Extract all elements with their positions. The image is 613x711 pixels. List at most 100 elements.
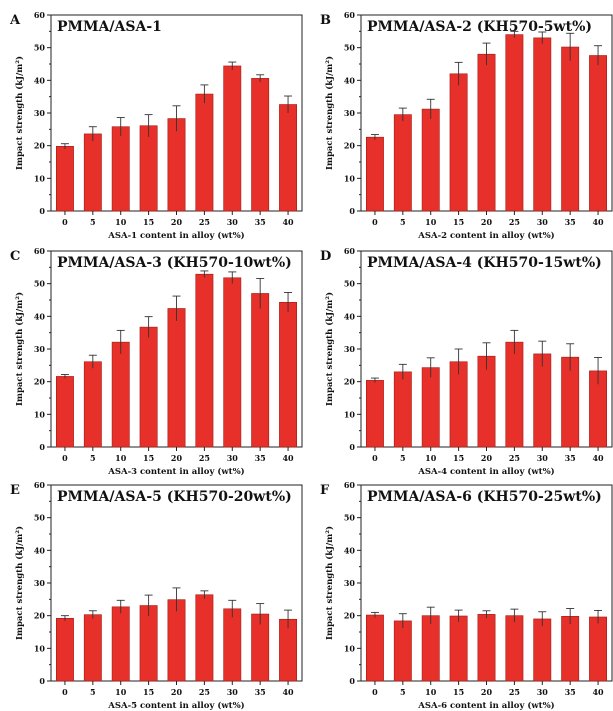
bar <box>421 108 440 212</box>
panel-title: PMMA/ASA-1 <box>57 19 162 35</box>
y-axis-label: Impact strength (kJ/m²) <box>324 56 335 170</box>
bar <box>421 367 440 448</box>
bar <box>421 615 440 682</box>
x-axis-label: ASA-3 content in alloy (wt%) <box>107 466 244 477</box>
bar <box>365 380 384 448</box>
bar <box>365 136 384 212</box>
panel-letter: C <box>10 249 20 264</box>
y-tick-label: 0 <box>39 676 45 686</box>
x-tick-label: 30 <box>537 217 549 227</box>
y-tick-label: 50 <box>344 513 356 523</box>
y-tick-label: 50 <box>344 279 356 289</box>
panel-title: PMMA/ASA-3 (KH570-10wt%) <box>57 255 292 271</box>
x-tick-label: 5 <box>400 453 406 463</box>
x-tick-label: 40 <box>592 687 604 697</box>
y-tick-label: 30 <box>34 108 46 118</box>
y-tick-label: 40 <box>34 545 46 555</box>
bar <box>449 361 468 448</box>
x-tick-label: 15 <box>453 687 464 697</box>
x-tick-label: 0 <box>62 453 68 463</box>
bar <box>589 616 608 682</box>
x-tick-label: 20 <box>481 217 493 227</box>
y-tick-label: 0 <box>39 442 45 452</box>
bar <box>83 361 102 448</box>
bar <box>449 73 468 212</box>
bar <box>167 308 186 448</box>
bar <box>533 37 552 212</box>
y-axis-label: Impact strength (kJ/m²) <box>14 56 25 170</box>
bar <box>167 118 186 212</box>
x-tick-label: 15 <box>143 453 154 463</box>
x-tick-label: 20 <box>481 453 493 463</box>
x-axis-label: ASA-4 content in alloy (wt%) <box>417 466 554 477</box>
y-tick-label: 30 <box>344 108 356 118</box>
x-tick-label: 15 <box>143 687 154 697</box>
bar <box>167 599 186 682</box>
panel-letter: D <box>320 249 331 264</box>
bar <box>533 353 552 448</box>
bar <box>139 326 158 448</box>
y-tick-label: 20 <box>34 377 46 387</box>
bar <box>139 605 158 682</box>
x-tick-label: 15 <box>453 217 464 227</box>
x-tick-label: 30 <box>227 453 239 463</box>
y-tick-label: 30 <box>34 344 46 354</box>
bar <box>223 277 242 448</box>
x-tick-label: 25 <box>509 687 520 697</box>
x-tick-label: 10 <box>425 687 437 697</box>
y-tick-label: 10 <box>344 409 356 419</box>
x-tick-label: 25 <box>199 217 210 227</box>
y-axis-label: Impact strength (kJ/m²) <box>324 526 335 640</box>
bar <box>55 376 74 448</box>
bar <box>111 341 130 448</box>
x-tick-label: 0 <box>62 687 68 697</box>
x-tick-label: 35 <box>565 687 576 697</box>
x-axis-label: ASA-1 content in alloy (wt%) <box>107 230 244 241</box>
y-tick-label: 10 <box>34 173 46 183</box>
bar <box>195 273 214 448</box>
x-tick-label: 40 <box>282 217 294 227</box>
bar <box>505 341 524 448</box>
y-tick-label: 50 <box>34 279 46 289</box>
y-tick-label: 30 <box>344 578 356 588</box>
y-tick-label: 0 <box>39 206 45 216</box>
bar <box>393 114 412 212</box>
x-tick-label: 10 <box>425 217 437 227</box>
bar <box>195 93 214 212</box>
bar <box>195 594 214 682</box>
y-tick-label: 50 <box>34 43 46 53</box>
x-tick-label: 20 <box>171 453 183 463</box>
x-axis-label: ASA-6 content in alloy (wt%) <box>417 700 554 711</box>
y-tick-label: 10 <box>344 643 356 653</box>
x-tick-label: 40 <box>282 453 294 463</box>
bar <box>393 620 412 682</box>
x-tick-label: 30 <box>537 687 549 697</box>
y-axis-label: Impact strength (kJ/m²) <box>324 292 335 406</box>
bar <box>477 355 496 448</box>
x-tick-label: 5 <box>400 217 406 227</box>
bar <box>561 46 580 212</box>
bar <box>589 55 608 212</box>
bar <box>55 617 74 682</box>
y-tick-label: 0 <box>349 442 355 452</box>
x-tick-label: 10 <box>115 453 127 463</box>
x-tick-label: 5 <box>90 687 96 697</box>
x-tick-label: 30 <box>227 217 239 227</box>
x-tick-label: 40 <box>592 217 604 227</box>
panel-a: A 0 10 20 30 40 50 60 0 5 10 15 20 25 30 35 40 PMMA/ASA-1… <box>9 10 303 241</box>
panel-letter: E <box>10 483 20 498</box>
y-tick-label: 0 <box>349 676 355 686</box>
x-tick-label: 40 <box>592 453 604 463</box>
y-tick-label: 20 <box>344 611 356 621</box>
x-tick-label: 5 <box>90 453 96 463</box>
bar <box>83 614 102 682</box>
x-tick-label: 20 <box>481 687 493 697</box>
x-tick-label: 35 <box>565 217 576 227</box>
x-tick-label: 10 <box>115 217 127 227</box>
bar <box>279 618 298 682</box>
panel-b: B 0 10 20 30 40 50 60 0 5 10 15 20 25 30 35 40 PMMA/ASA-2… <box>320 10 613 241</box>
y-tick-label: 10 <box>34 409 46 419</box>
x-axis-label: ASA-5 content in alloy (wt%) <box>107 700 244 711</box>
panel-title: PMMA/ASA-6 (KH570-25wt%) <box>367 489 602 505</box>
